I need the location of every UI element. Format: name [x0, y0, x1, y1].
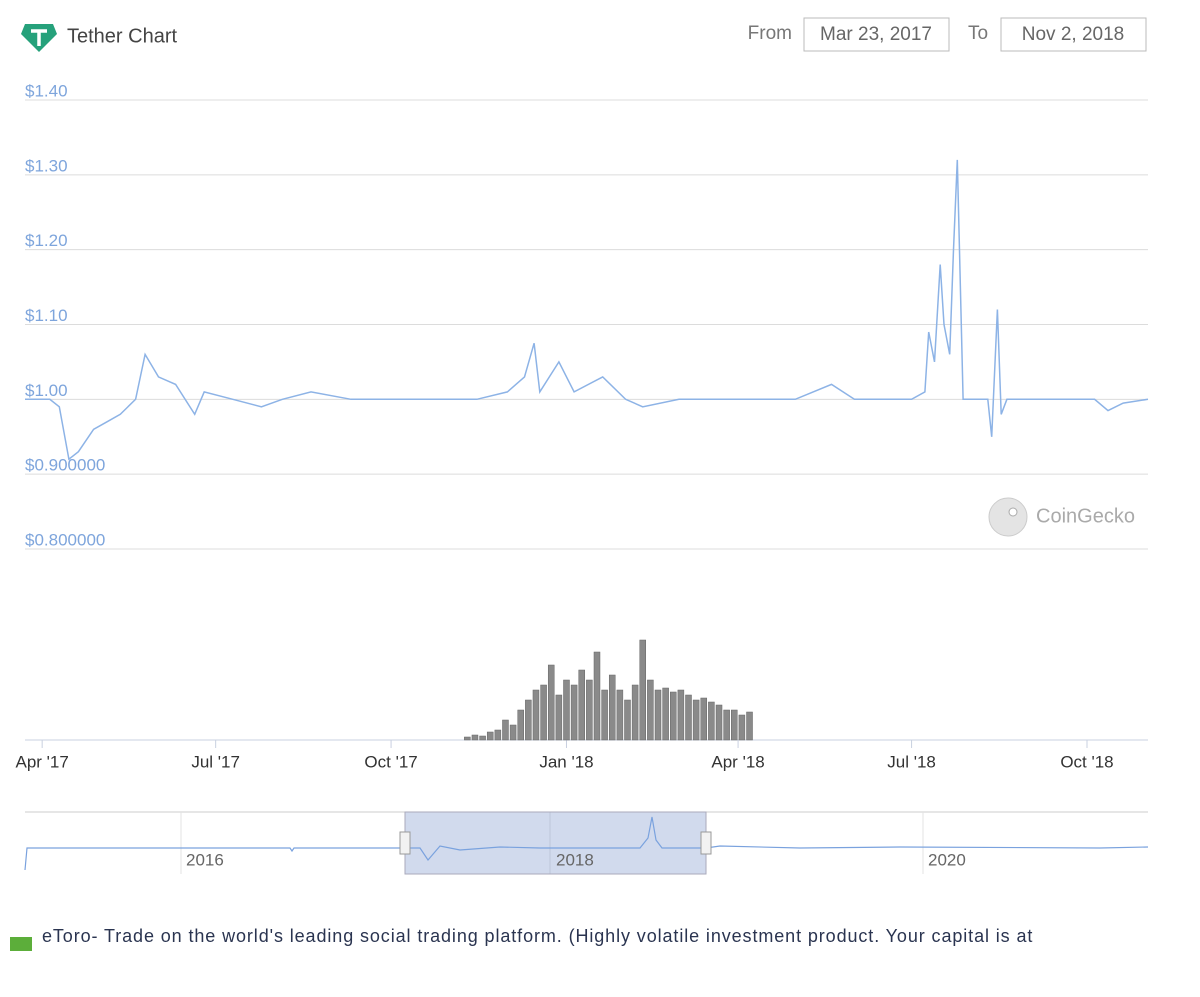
watermark: CoinGecko [1036, 505, 1135, 527]
volume-bar [540, 684, 547, 741]
navigator-handle[interactable] [700, 831, 712, 855]
plot: $1.40 $1.30 $1.20 $1.10 $1.00 $0.900000 $0.800… [15, 81, 1149, 771]
coingecko-logo [988, 497, 1028, 537]
x-tick-label: Oct '17 [364, 752, 417, 771]
from-input[interactable] [803, 17, 950, 52]
volume-bar [647, 679, 654, 741]
volume-bar [509, 724, 517, 741]
from-date[interactable]: Mar 23, 2017 [820, 24, 932, 45]
volume-bar [670, 691, 677, 741]
volume-bar [746, 711, 753, 741]
y-tick-label: $1.30 [25, 156, 68, 175]
title: Tether Chart [67, 25, 177, 47]
volume-bar [570, 684, 578, 741]
logo-glyph [31, 29, 47, 46]
to-input[interactable] [1000, 17, 1147, 52]
coingecko-eye [1008, 507, 1018, 517]
volume-bar [525, 699, 532, 741]
navigator [25, 812, 1148, 874]
volume-bar [654, 689, 662, 741]
y-tick-label: $1.20 [25, 231, 68, 250]
to-date[interactable]: Nov 2, 2018 [1022, 24, 1124, 45]
navigator-line [24, 816, 1149, 871]
x-tick-label: Jan '18 [539, 752, 593, 771]
y-tick-label: $0.800000 [25, 530, 105, 549]
volume-bar [586, 679, 593, 741]
x-tick-label: Jul '17 [191, 752, 240, 771]
ad-icon [10, 937, 32, 951]
volume-bar [738, 714, 746, 741]
price-line [25, 159, 1149, 461]
volume-bar [555, 694, 563, 741]
volume-bar [494, 729, 502, 741]
x-tick-label: Jul '18 [887, 752, 936, 771]
volume-bar [662, 687, 669, 741]
y-tick-label: $0.900000 [25, 456, 105, 475]
volume-bar [616, 689, 624, 741]
x-tick-label: Apr '17 [15, 752, 68, 771]
volume-bar [563, 679, 570, 741]
volume-bar [731, 709, 738, 741]
volume-bar [723, 709, 730, 741]
navigator-handle[interactable] [399, 831, 411, 855]
navigator-label: 2016 [186, 850, 224, 869]
volume-bar [517, 709, 524, 741]
volume-bar [578, 669, 585, 741]
volume-bar [479, 735, 486, 741]
volume-bar [639, 639, 646, 741]
volume-bar [593, 651, 601, 741]
ad-text[interactable]: eToro- Trade on the world's leading soci… [42, 926, 1033, 946]
volume-bar [700, 697, 708, 741]
x-tick-label: Oct '18 [1060, 752, 1113, 771]
volume-bar [677, 689, 685, 741]
navigator-label: 2020 [928, 850, 966, 869]
volume-bar [692, 699, 700, 741]
x-tick-label: Apr '18 [711, 752, 764, 771]
y-tick-label: $1.00 [25, 381, 68, 400]
y-tick-label: $1.40 [25, 81, 68, 100]
volume-bar [685, 694, 692, 741]
volume-bar [471, 734, 479, 741]
volume-bar [631, 684, 639, 741]
volume-bar [608, 674, 616, 741]
to-label: To [968, 23, 988, 44]
y-tick-label: $1.10 [25, 306, 68, 325]
volume-bar [547, 664, 555, 741]
navigator-label: 2018 [556, 850, 594, 869]
volume-bar [624, 699, 631, 741]
navigator-selection[interactable] [404, 811, 707, 875]
volume-bar [532, 689, 540, 741]
from-label: From [748, 23, 792, 44]
volume-bar [502, 719, 509, 741]
volume-bar [601, 689, 608, 741]
volume-bar [464, 736, 471, 741]
volume-bar [715, 704, 723, 741]
volume-bar [486, 731, 494, 741]
volume-bar [708, 701, 715, 741]
